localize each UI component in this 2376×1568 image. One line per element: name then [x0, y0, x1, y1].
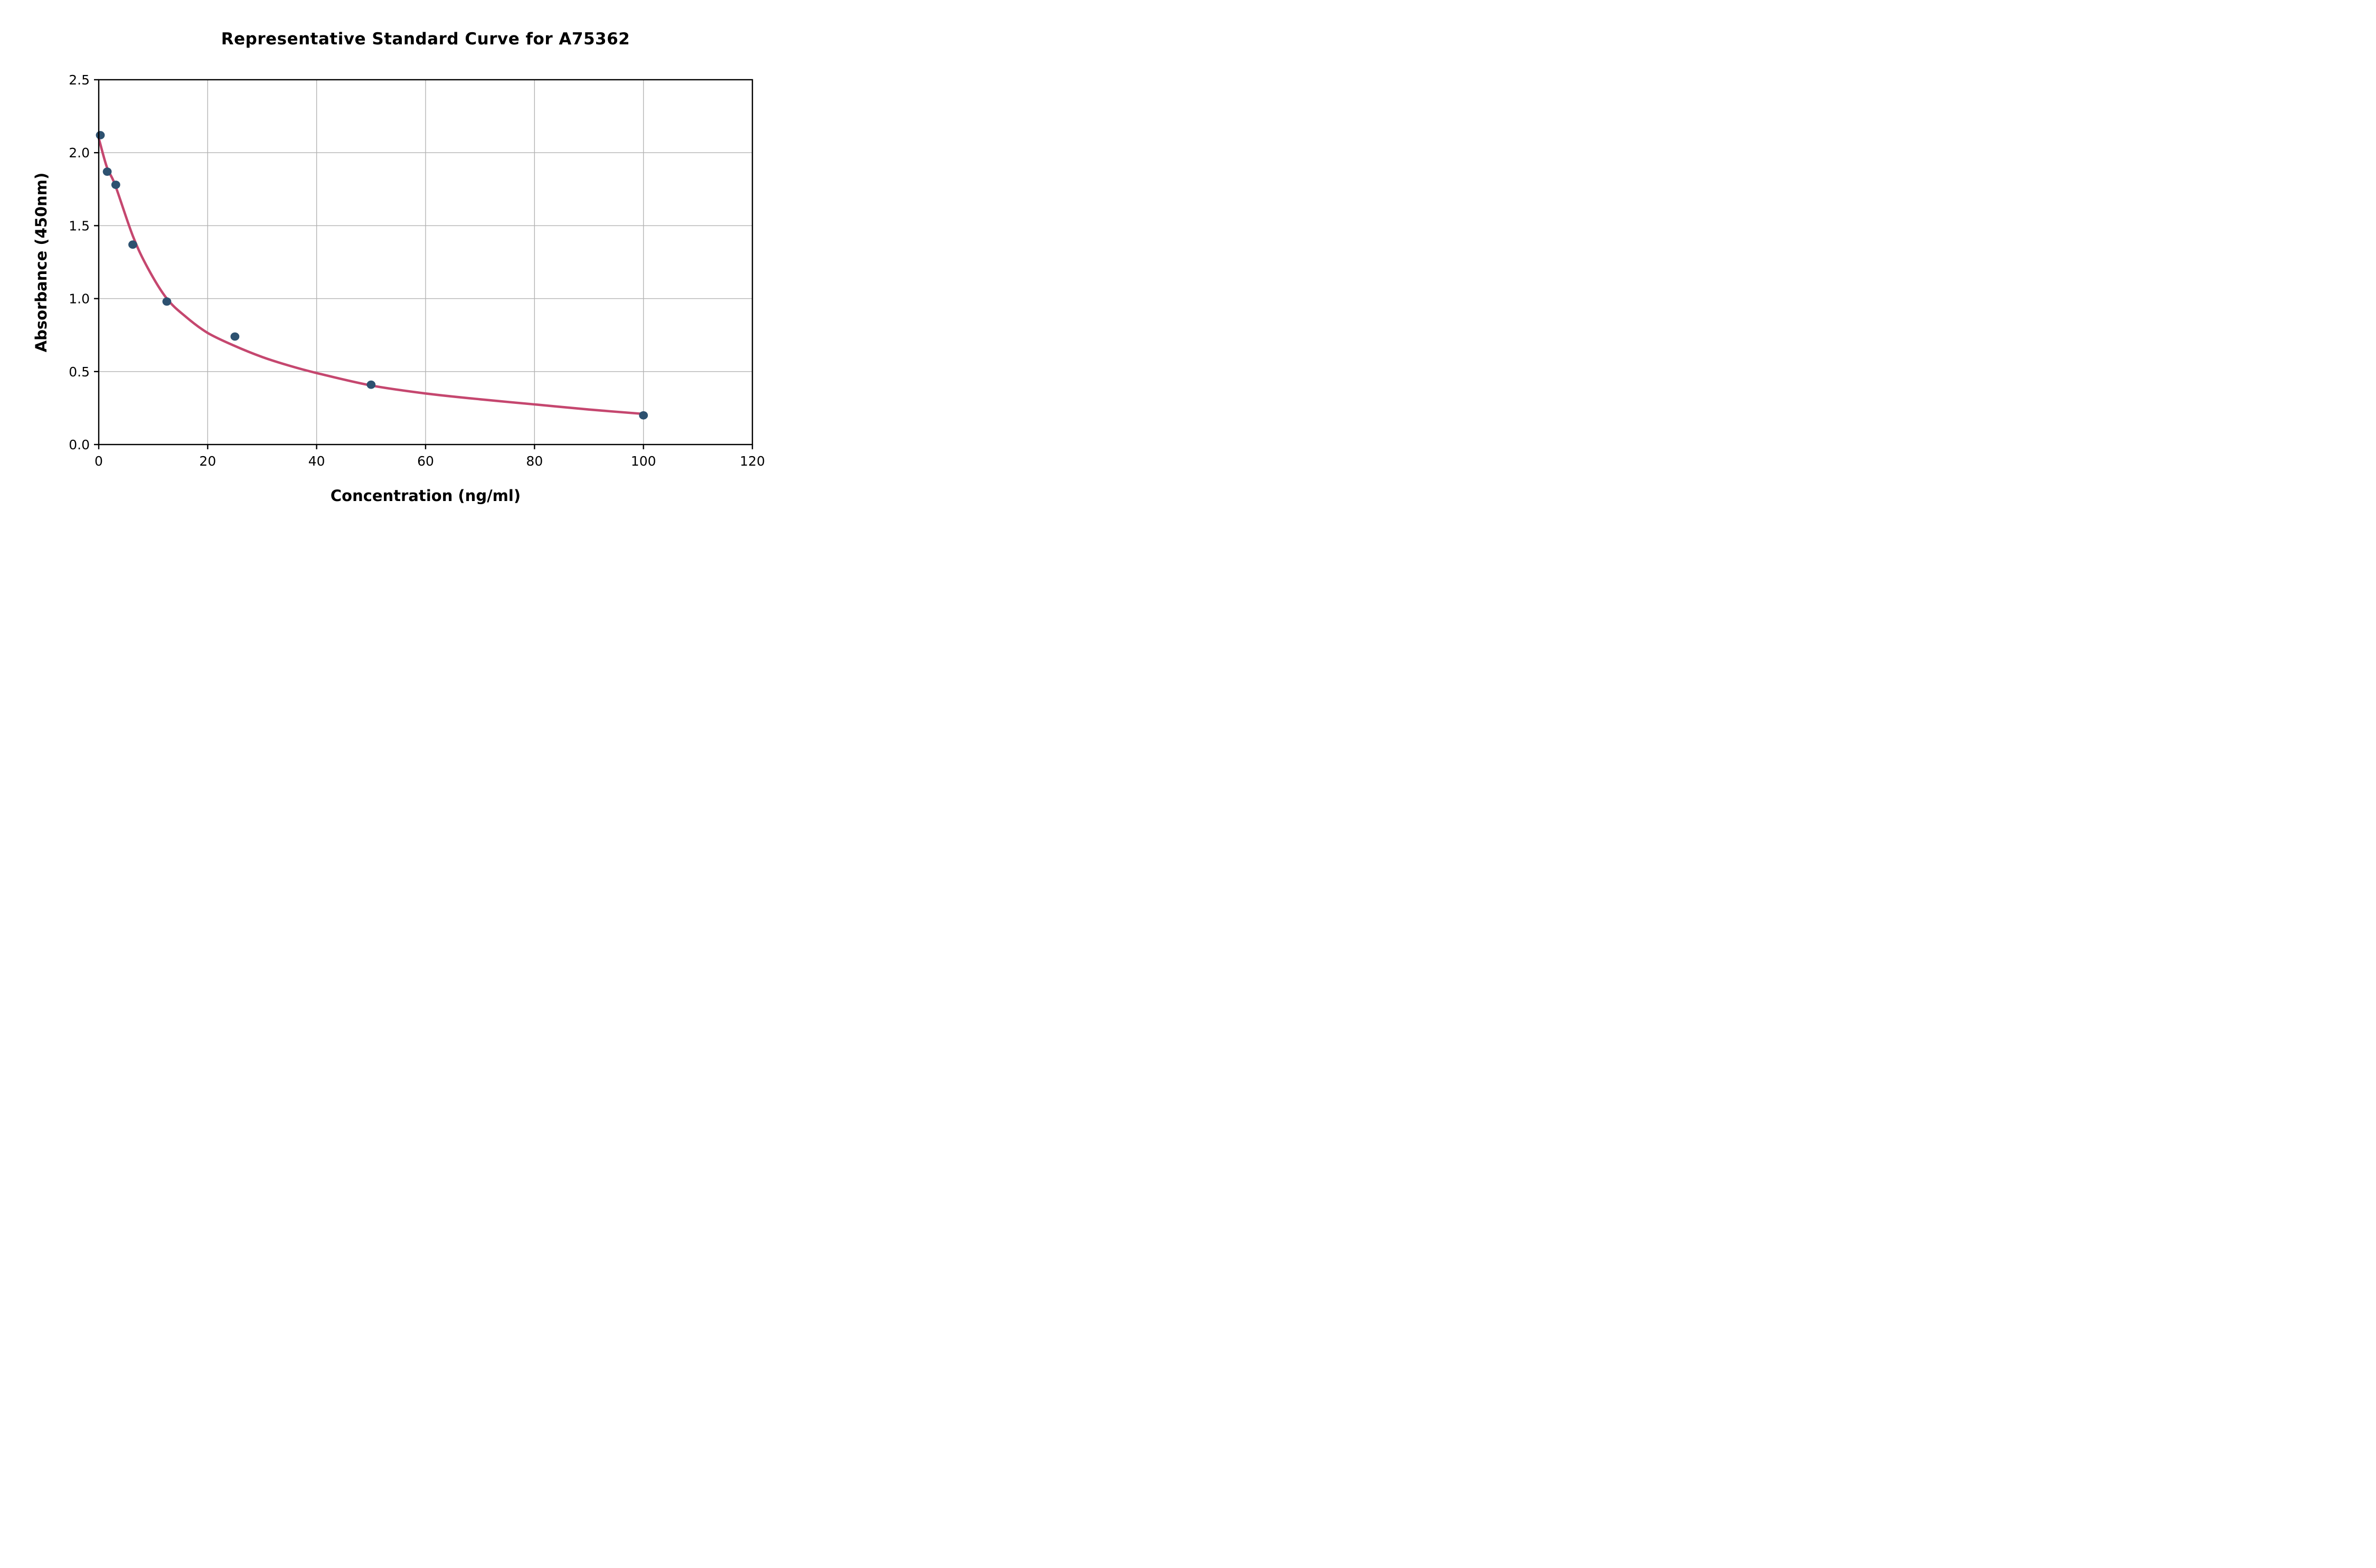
data-point [639, 411, 648, 420]
data-point [128, 240, 137, 249]
x-tick-label: 80 [526, 454, 543, 469]
y-tick-label: 2.5 [69, 72, 90, 88]
data-point [111, 181, 120, 189]
chart-plot-area: 0 20 40 60 80 100 120 0.0 0.5 1.0 1.5 2.0 2.5 [69, 72, 765, 469]
data-point [102, 167, 112, 176]
data-point [230, 332, 240, 341]
data-point [366, 380, 376, 389]
y-tick-label: 1.0 [69, 291, 90, 307]
data-point [96, 131, 105, 139]
standard-curve-figure: Representative Standard Curve for A75362… [0, 0, 792, 523]
chart-title: Representative Standard Curve for A75362 [221, 30, 630, 49]
x-tick-label: 120 [740, 454, 765, 469]
x-axis-label: Concentration (ng/ml) [330, 487, 521, 505]
y-tick-label: 0.5 [69, 364, 90, 380]
x-tick-label: 100 [631, 454, 656, 469]
y-tick-label: 1.5 [69, 218, 90, 233]
x-tick-label: 40 [308, 454, 325, 469]
x-tick-label: 20 [199, 454, 216, 469]
x-tick-label: 60 [417, 454, 434, 469]
x-tick-label: 0 [95, 454, 103, 469]
fit-curve [97, 137, 645, 415]
data-point [162, 297, 172, 306]
y-tick-label: 0.0 [69, 437, 90, 452]
y-tick-label: 2.0 [69, 145, 90, 160]
